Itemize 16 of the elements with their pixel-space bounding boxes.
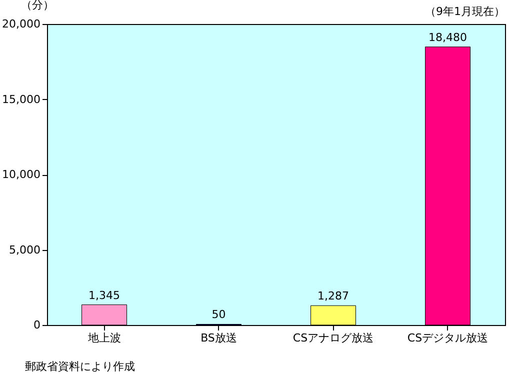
data-label: 1,345 (88, 288, 120, 302)
data-label: 50 (212, 308, 226, 322)
y-tick-label: 5,000 (9, 243, 40, 256)
y-tick-label: 15,000 (2, 92, 40, 106)
y-axis-title: （分） (21, 0, 54, 12)
x-tick-label: 地上波 (86, 332, 121, 344)
text: （9年1月現在） (425, 5, 505, 18)
y-tick-label: 10,000 (2, 168, 40, 181)
text: 郵政省資料により作成 (25, 360, 135, 373)
x-tick-label: BS放送 (200, 332, 237, 344)
y-tick-label: 20,000 (2, 18, 40, 30)
data-label: 18,480 (428, 30, 467, 44)
x-tick-label: CSデジタル放送 (407, 332, 488, 344)
x-tick-label: CSアナログ放送 (292, 332, 374, 344)
y-tick-label: 0 (34, 318, 40, 332)
data-label: 1,287 (318, 290, 349, 303)
